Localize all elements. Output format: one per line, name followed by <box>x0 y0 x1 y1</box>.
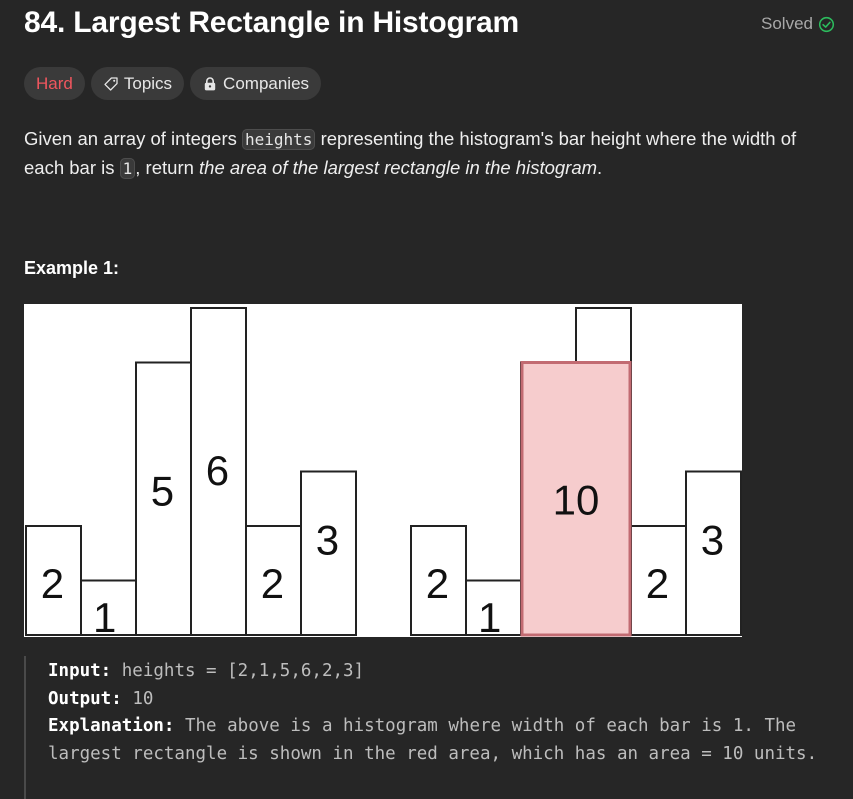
histogram-bar <box>300 470 357 636</box>
bar-height-label: 2 <box>426 560 449 607</box>
histogram-bar <box>245 525 302 636</box>
code-one: 1 <box>119 158 136 179</box>
companies-button[interactable]: Companies <box>190 67 322 100</box>
bar-height-label: 6 <box>206 447 229 494</box>
output-label: Output: <box>48 688 122 709</box>
bar-height-label: 3 <box>701 517 724 564</box>
explanation-label: Explanation: <box>48 716 175 736</box>
solved-label: Solved <box>761 14 813 33</box>
description-emphasis: the area of the largest rectangle in the… <box>199 157 598 178</box>
bar-height-label: 2 <box>261 560 284 607</box>
check-circle-icon <box>818 16 835 32</box>
tag-icon <box>104 76 118 91</box>
difficulty-badge[interactable]: Hard <box>24 67 85 100</box>
description-text: . <box>597 157 603 178</box>
histogram-bar <box>410 525 467 636</box>
input-value: heights = [2,1,5,6,2,3] <box>121 661 365 681</box>
input-line: Input: heights = [2,1,5,6,2,3] <box>48 658 839 686</box>
problem-title: 84. Largest Rectangle in Histogram <box>24 6 520 39</box>
histogram-bar <box>190 307 247 636</box>
code-heights: heights <box>242 129 316 150</box>
lock-icon <box>204 76 216 90</box>
explanation-line: Explanation: The above is a histogram wh… <box>48 713 839 768</box>
histogram-bar <box>25 525 82 636</box>
input-label: Input: <box>48 661 112 681</box>
companies-label: Companies <box>223 73 310 93</box>
bar-height-label: 3 <box>316 517 339 564</box>
histogram-bar <box>630 525 687 636</box>
largest-rectangle <box>520 361 632 637</box>
tag-row: Hard Topics Companies <box>24 67 322 100</box>
histogram-bar <box>135 361 192 636</box>
description-text: representing the histogram's bar height … <box>24 128 797 178</box>
topics-button[interactable]: Topics <box>90 67 185 100</box>
topics-label: Topics <box>123 73 173 93</box>
bar-height-label: 1 <box>93 594 116 637</box>
explanation-value: The above is a histogram where width of … <box>48 716 818 764</box>
description-text: Given an array of integers <box>24 128 242 149</box>
problem-description: Given an array of integers heights repre… <box>24 125 839 183</box>
solved-status: Solved <box>761 14 835 34</box>
largest-area-label: 10 <box>553 477 600 524</box>
description-text: , return <box>135 157 200 178</box>
histogram-bar <box>685 470 742 636</box>
bar-height-label: 1 <box>478 594 501 637</box>
example-title: Example 1: <box>24 258 120 278</box>
histogram-image: 2 1 5 6 2 3 2 1 2 3 10 <box>24 304 742 641</box>
output-line: Output: 10 <box>48 686 839 714</box>
bar-height-label: 5 <box>151 468 174 515</box>
bar-height-label: 2 <box>646 560 669 607</box>
example-block: Input: heights = [2,1,5,6,2,3] Output: 1… <box>24 656 839 799</box>
output-value: 10 <box>132 688 154 709</box>
bar-height-label: 2 <box>41 560 64 607</box>
